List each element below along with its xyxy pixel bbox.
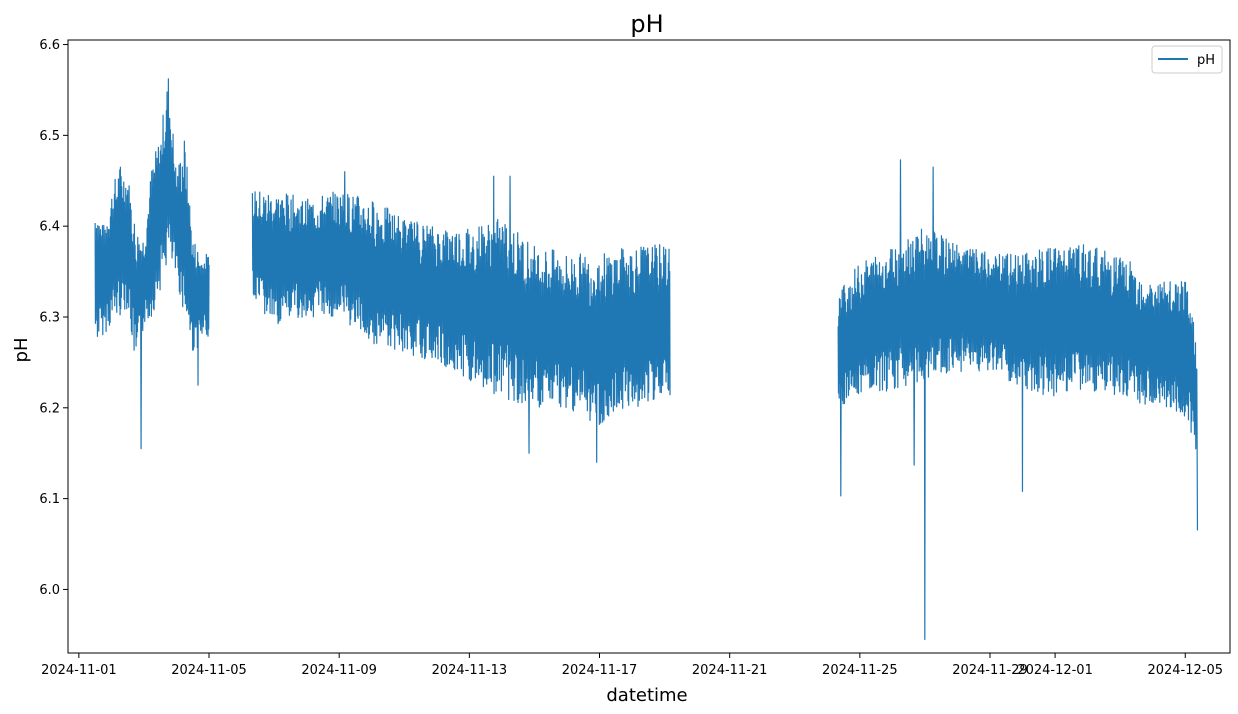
x-tick-label: 2024-11-05: [171, 663, 247, 678]
ph-series-segment-1: [94, 78, 210, 450]
y-tick-label: 6.5: [39, 129, 60, 144]
series-layer: [94, 78, 1199, 640]
x-axis-title: datetime: [606, 685, 687, 706]
y-tick-label: 6.2: [39, 401, 60, 416]
x-axis: 2024-11-01 2024-11-05 2024-11-09 2024-11-13…: [41, 653, 1223, 678]
x-tick-label: 2024-12-01: [1017, 663, 1093, 678]
y-tick-label: 6.3: [39, 310, 60, 325]
legend: pH: [1151, 45, 1223, 74]
y-tick-label: 6.6: [39, 38, 60, 53]
x-tick-label: 2024-11-09: [301, 663, 377, 678]
ph-series-segment-3: [837, 159, 1199, 640]
x-tick-label: 2024-11-01: [41, 663, 117, 678]
ph-series-segment-2: [251, 171, 671, 463]
plot-area: [67, 39, 1231, 654]
x-tick-label: 2024-11-29: [952, 663, 1028, 678]
x-tick-label: 2024-11-21: [692, 663, 768, 678]
x-tick-label: 2024-11-17: [562, 663, 638, 678]
plot-frame: [67, 39, 1231, 654]
x-tick-label: 2024-12-05: [1147, 663, 1223, 678]
y-axis: 6.0 6.1 6.2 6.3 6.4 6.5 6.6: [39, 38, 68, 598]
legend-label-ph: pH: [1197, 53, 1215, 68]
y-tick-label: 6.4: [39, 220, 60, 235]
x-tick-label: 2024-11-25: [822, 663, 898, 678]
y-tick-label: 6.0: [39, 583, 60, 598]
y-axis-title: pH: [11, 338, 32, 363]
y-tick-label: 6.1: [39, 492, 60, 507]
chart-title: pH: [630, 10, 663, 38]
x-tick-label: 2024-11-13: [432, 663, 508, 678]
